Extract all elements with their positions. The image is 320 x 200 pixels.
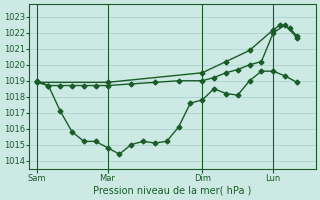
X-axis label: Pression niveau de la mer( hPa ): Pression niveau de la mer( hPa ) bbox=[93, 186, 252, 196]
